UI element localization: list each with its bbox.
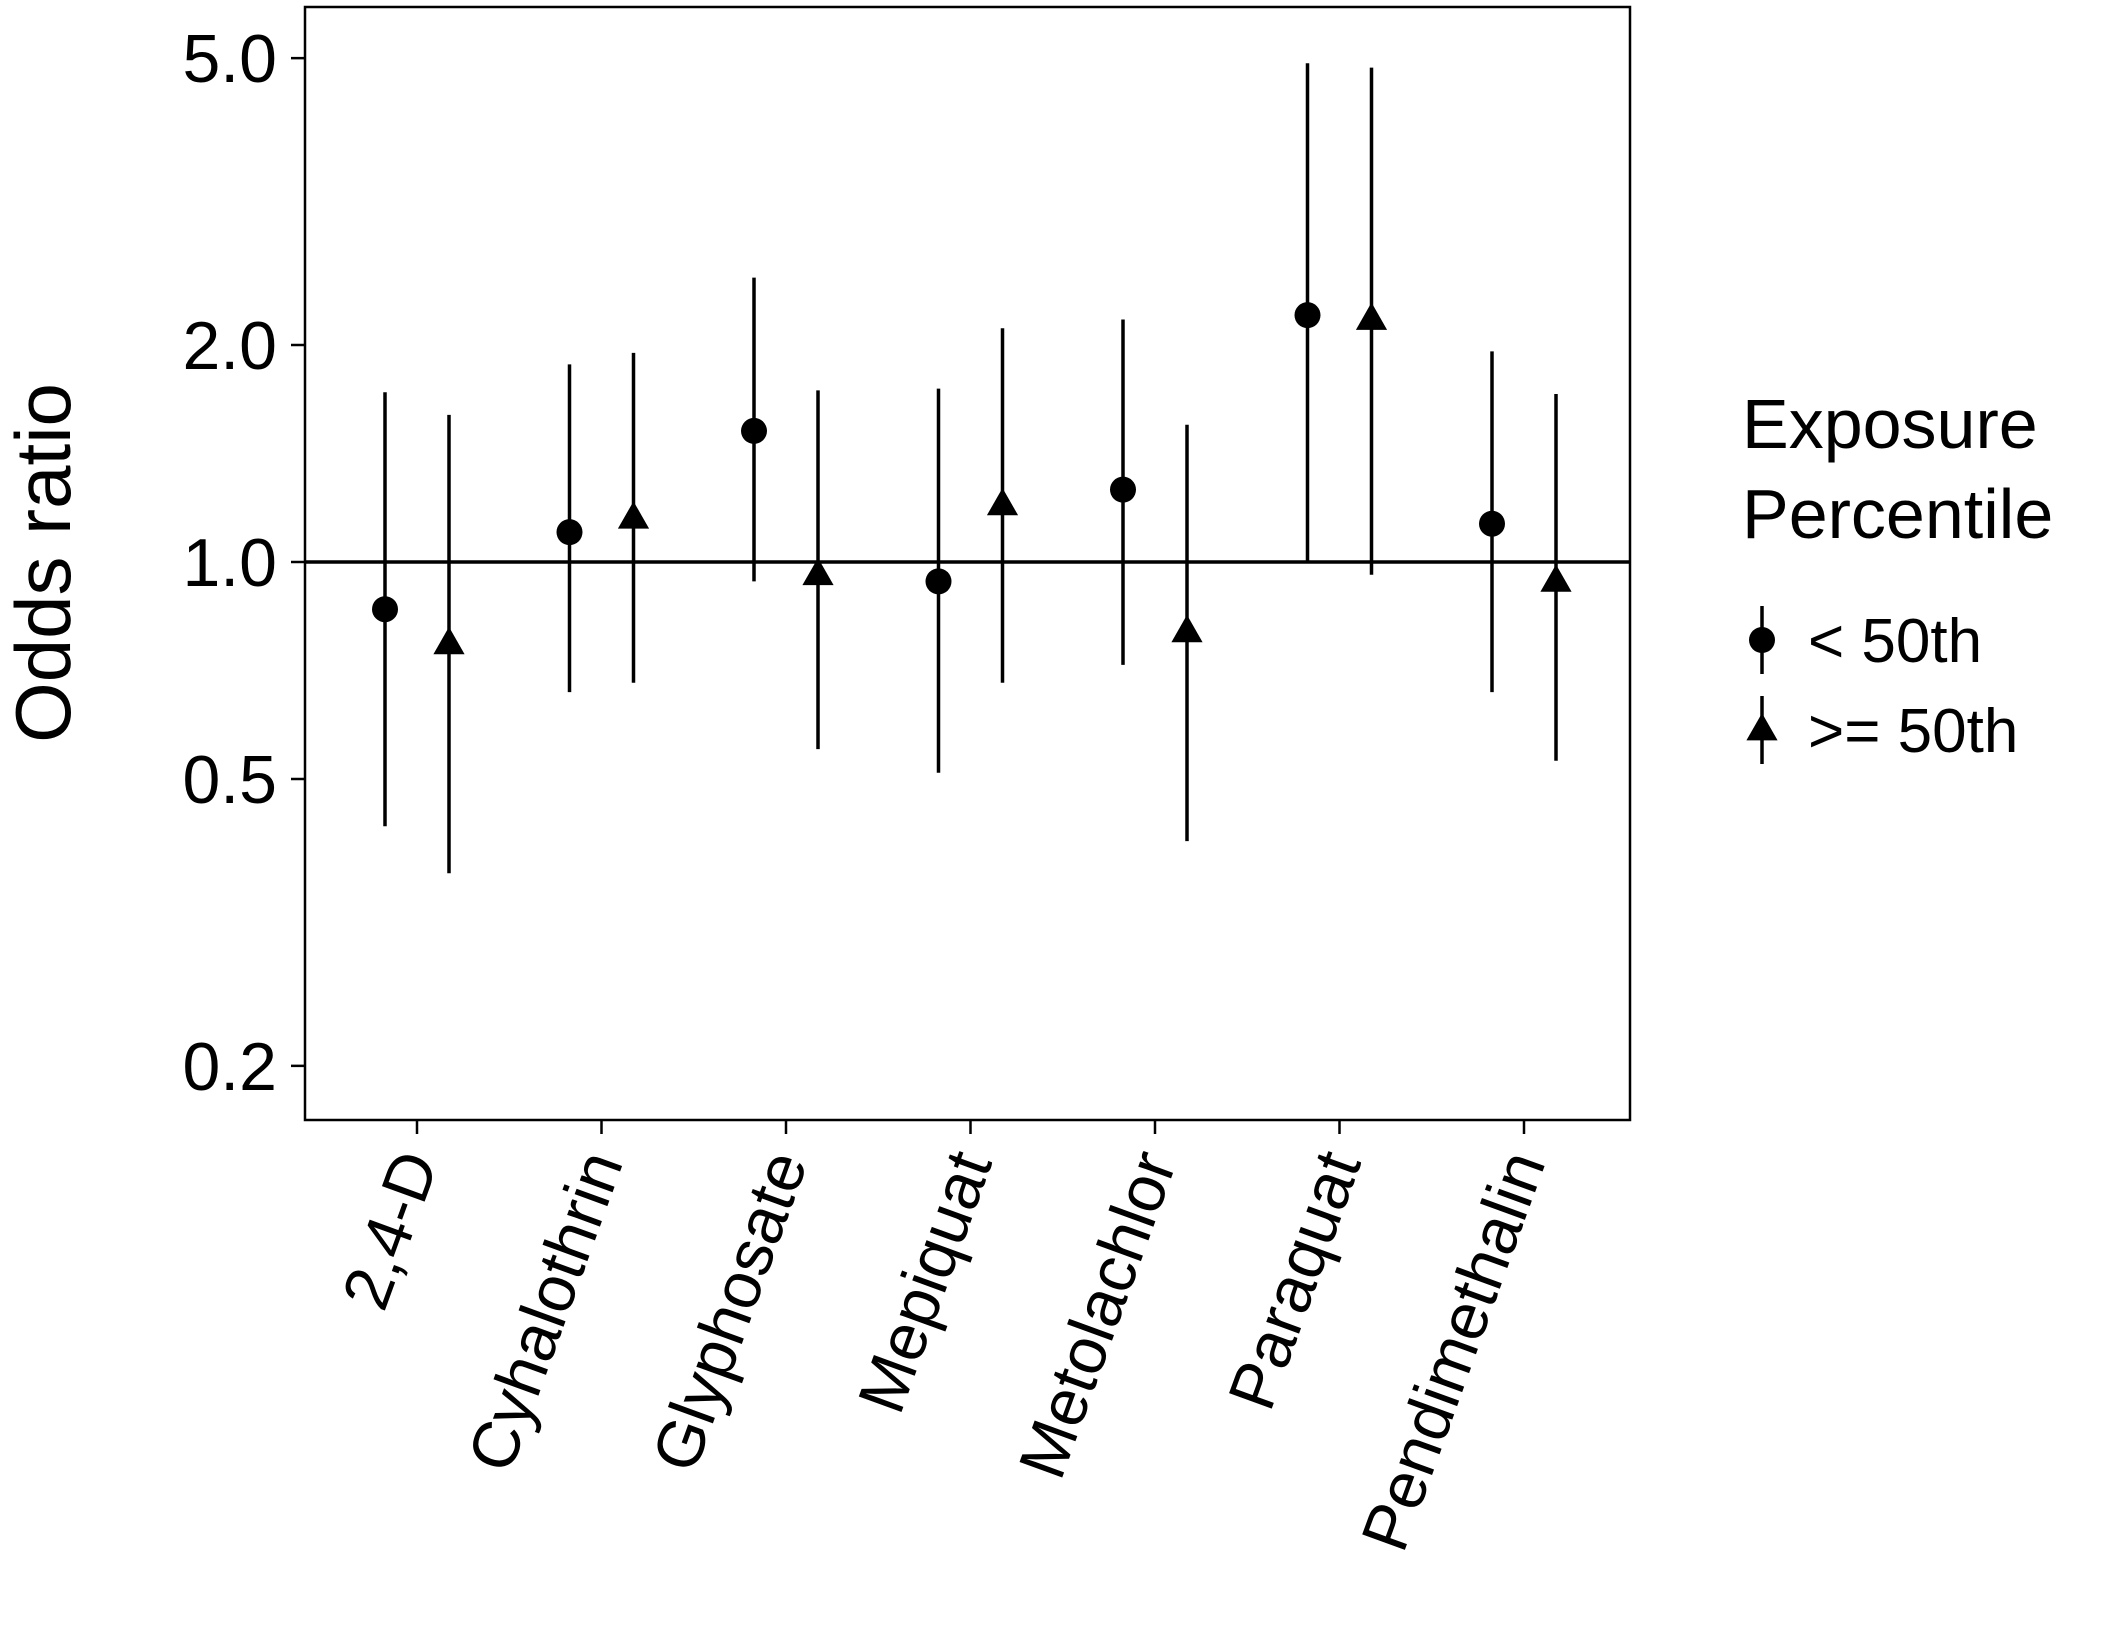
point-triangle [617,501,650,529]
x-tick-label: Metolachlor [1004,1141,1190,1487]
point-circle [372,596,398,623]
legend: Exposure Percentile < 50th >= 50th [1742,385,2053,766]
legend-item-label: < 50th [1808,607,1982,676]
point-circle [556,519,583,546]
x-tick-label: 2,4-D [327,1141,452,1318]
x-tick-label: Mepiquat [843,1141,1005,1421]
x-tick-label: Cyhalothrin [453,1141,637,1480]
point-triangle [1171,614,1203,643]
point-triangle [802,557,834,586]
y-tick-label: 1.0 [182,525,277,601]
point-circle [741,417,767,444]
legend-key-circle [1749,627,1775,653]
point-circle [925,568,952,595]
point-triangle [433,626,465,655]
point-circle [1294,302,1321,329]
y-tick-label: 2.0 [182,308,277,384]
legend-title: Exposure [1742,385,2038,463]
y-tick-label: 0.5 [182,742,277,818]
legend-key-triangle [1746,713,1778,741]
y-tick-label: 5.0 [182,21,277,97]
x-tick-label: Glyphosate [637,1141,821,1480]
x-tick-label: Pendimethalin [1347,1141,1560,1559]
point-triangle [986,487,1019,516]
y-axis-title: Odds ratio [0,383,87,743]
point-circle [1479,510,1505,537]
point-triangle [1540,564,1572,592]
legend-item-label: >= 50th [1808,697,2018,766]
point-triangle [1355,302,1388,330]
legend-title: Percentile [1742,475,2053,553]
point-circle [1110,476,1136,503]
y-tick-label: 0.2 [182,1029,277,1105]
x-tick-label: Paraquat [1213,1141,1374,1418]
